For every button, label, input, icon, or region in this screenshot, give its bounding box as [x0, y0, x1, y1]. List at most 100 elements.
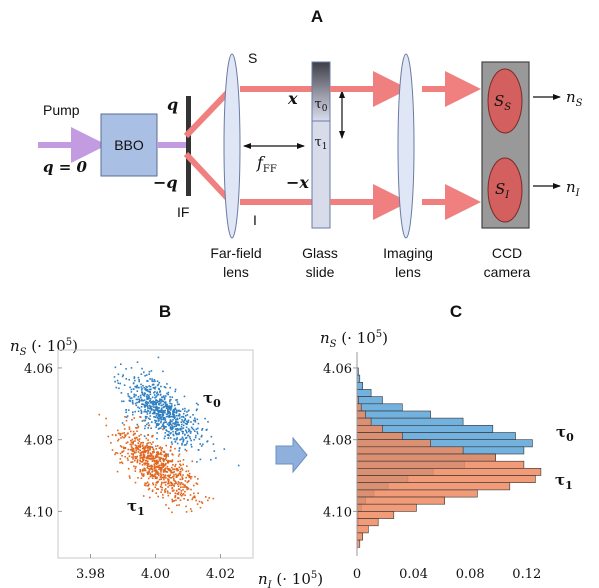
signal-beam-divergent — [183, 86, 234, 139]
scatter-point-tau0 — [163, 386, 166, 388]
scatter-point-tau1 — [148, 446, 150, 448]
panel-c-tau0-label: τ0 — [556, 423, 574, 444]
scatter-point-tau1 — [139, 471, 141, 473]
panel-c-ylabel: nS (· 105) — [320, 329, 388, 350]
scatter-point-tau0 — [169, 427, 172, 430]
panel-c-ytick-label: 4.06 — [323, 362, 352, 377]
scatter-point-tau0 — [168, 405, 170, 408]
panel-c-xtick-label: 0.04 — [399, 567, 428, 582]
histogram-bar-tau1 — [356, 525, 369, 534]
scatter-point-tau1 — [125, 442, 128, 444]
scatter-point-tau0 — [162, 411, 165, 414]
scatter-point-tau0 — [189, 416, 192, 418]
scatter-point-tau1 — [146, 464, 148, 466]
scatter-point-tau0 — [145, 400, 147, 403]
scatter-point-tau0 — [164, 402, 167, 405]
scatter-point-tau0 — [167, 437, 169, 439]
scatter-point-tau1 — [173, 474, 175, 476]
scatter-point-tau0 — [175, 438, 177, 440]
scatter-point-tau0 — [163, 410, 166, 412]
scatter-point-tau1 — [137, 451, 140, 453]
scatter-point-tau0 — [157, 424, 159, 427]
scatter-point-tau0 — [166, 383, 168, 385]
scatter-point-tau0 — [144, 404, 146, 406]
scatter-point-tau1 — [174, 463, 177, 466]
scatter-point-tau1 — [174, 495, 177, 498]
scatter-point-tau1 — [177, 488, 180, 490]
scatter-point-tau0 — [161, 411, 164, 414]
scatter-point-tau1 — [164, 491, 166, 493]
scatter-point-tau0 — [169, 422, 172, 425]
scatter-point-tau1 — [156, 482, 159, 484]
scatter-point-tau1 — [160, 448, 162, 450]
scatter-point-tau0 — [170, 398, 172, 401]
scatter-point-tau1 — [141, 447, 144, 450]
scatter-point-tau1 — [145, 445, 148, 447]
scatter-point-tau0 — [125, 411, 127, 414]
scatter-point-tau1 — [148, 487, 151, 490]
scatter-point-tau0 — [178, 447, 181, 449]
scatter-point-tau1 — [164, 464, 167, 466]
scatter-point-tau0 — [174, 416, 176, 419]
scatter-point-tau0 — [161, 400, 164, 403]
scatter-point-tau1 — [121, 451, 123, 453]
scatter-point-tau1 — [165, 454, 168, 456]
scatter-point-tau1 — [148, 465, 151, 467]
scatter-point-tau1 — [153, 449, 155, 451]
scatter-point-tau1 — [131, 438, 134, 441]
scatter-point-tau1 — [141, 472, 143, 475]
scatter-point-tau1 — [167, 455, 169, 457]
scatter-point-tau0 — [155, 426, 157, 428]
scatter-point-tau0 — [174, 422, 176, 424]
scatter-point-tau0 — [152, 387, 155, 389]
signal-arm-label: S — [248, 50, 257, 66]
scatter-point-tau0 — [174, 404, 176, 407]
histogram-bar-tau1 — [356, 403, 362, 412]
scatter-point-tau1 — [180, 492, 182, 494]
scatter-point-tau1 — [153, 466, 156, 468]
scatter-point-tau0 — [176, 437, 178, 439]
scatter-point-tau1 — [145, 437, 148, 440]
scatter-point-tau0 — [145, 410, 147, 413]
scatter-point-tau1 — [179, 468, 182, 471]
scatter-point-tau1 — [174, 496, 176, 499]
scatter-point-tau0 — [143, 410, 145, 413]
scatter-point-tau1 — [148, 483, 150, 485]
scatter-point-tau0 — [140, 383, 142, 386]
scatter-point-tau0 — [129, 397, 132, 400]
scatter-point-tau1 — [153, 464, 156, 466]
scatter-point-tau0 — [188, 436, 191, 438]
scatter-point-tau1 — [137, 442, 140, 444]
scatter-point-tau1 — [182, 493, 184, 496]
scatter-point-tau0 — [146, 403, 148, 406]
scatter-point-tau0 — [176, 409, 178, 412]
scatter-point-tau1 — [150, 458, 152, 461]
scatter-point-tau1 — [139, 462, 141, 465]
scatter-point-tau1 — [177, 481, 180, 483]
scatter-point-tau0 — [142, 384, 144, 387]
scatter-point-tau1 — [141, 445, 144, 447]
scatter-point-tau0 — [169, 416, 172, 418]
histogram-bar-tau0 — [356, 403, 403, 412]
scatter-point-tau1 — [135, 465, 137, 468]
scatter-point-tau0 — [166, 430, 168, 432]
scatter-point-tau1 — [167, 474, 170, 477]
scatter-point-tau0 — [180, 416, 183, 418]
scatter-point-tau1 — [172, 471, 175, 474]
scatter-point-tau1 — [155, 469, 158, 472]
scatter-point-tau0 — [174, 430, 177, 433]
scatter-point-tau0 — [165, 407, 168, 409]
scatter-point-tau1 — [181, 469, 184, 471]
scatter-point-tau1 — [144, 445, 147, 448]
scatter-point-tau1 — [137, 445, 140, 448]
scatter-point-tau1 — [154, 445, 157, 447]
scatter-point-tau1 — [161, 476, 163, 479]
scatter-point-tau1 — [150, 443, 153, 445]
scatter-point-tau1 — [161, 481, 163, 484]
scatter-point-tau0 — [206, 440, 209, 442]
scatter-point-tau0 — [161, 396, 163, 398]
scatter-point-tau1 — [138, 435, 140, 437]
scatter-point-tau0 — [155, 413, 158, 415]
scatter-point-tau1 — [150, 457, 152, 459]
scatter-point-tau0 — [163, 395, 165, 397]
